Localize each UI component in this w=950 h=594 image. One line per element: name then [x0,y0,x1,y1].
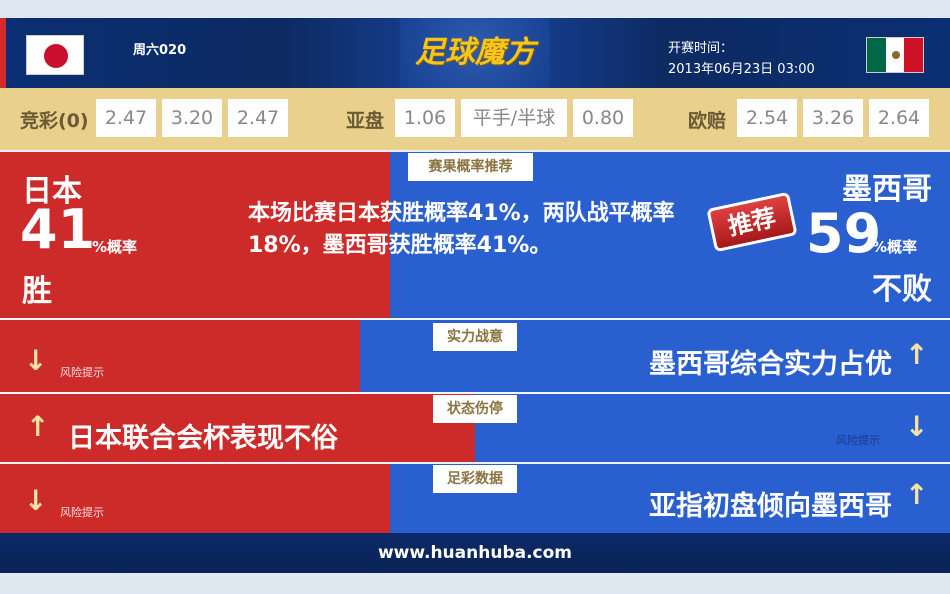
logo: 足球魔方 [400,18,550,88]
row2-insight: 日本联合会杯表现不俗 [68,423,338,454]
kickoff-time: 2013年06月23日 03:00 [668,62,815,77]
jingcai-label: 竞彩(0) [20,110,89,132]
kickoff-label: 开赛时间： [668,41,734,56]
jingcai-odd: 2.47 [96,99,156,137]
oupei-odd: 3.26 [803,99,863,137]
row3-left [0,464,390,533]
yapan-handicap: 平手/半球 [461,99,567,137]
risk-hint: 风险提示 [836,434,880,447]
arrow-down-icon: ↓ [905,410,929,443]
jingcai-odd: 3.20 [162,99,222,137]
jingcai-odd: 2.47 [228,99,288,137]
away-pct-unit: %概率 [872,238,918,256]
arrow-down-icon: ↓ [24,484,48,517]
match-number: 周六020 [133,43,187,58]
arrow-up-icon: ↑ [26,410,50,443]
row3-insight: 亚指初盘倾向墨西哥 [649,491,892,522]
arrow-down-icon: ↓ [24,344,48,377]
row2-right [475,394,950,462]
yapan-odd: 1.06 [395,99,455,137]
arrow-up-icon: ↑ [905,338,929,371]
oupei-label: 欧赔 [688,110,727,132]
home-pct: 41 [20,198,96,261]
away-result: 不败 [872,272,932,307]
lottery-tag: 足彩数据 [433,465,517,493]
home-pct-unit: %概率 [92,238,138,256]
footer-url[interactable]: www.huanhuba.com [0,533,950,573]
away-pct: 59 [806,202,882,265]
risk-hint: 风险提示 [60,366,104,379]
home-team: 日本 [22,174,82,209]
yapan-label: 亚盘 [346,110,385,132]
japan-flag-icon [26,35,84,75]
risk-hint: 风险提示 [60,506,104,519]
arrow-up-icon: ↑ [905,478,929,511]
row2-left [0,394,475,462]
prediction-summary: 本场比赛日本获胜概率41%，两队战平概率18%，墨西哥获胜概率41%。 [248,201,675,258]
home-panel [0,152,390,318]
row1-left [0,320,360,392]
row1-insight: 墨西哥综合实力占优 [649,349,892,380]
mexico-flag-icon [866,37,924,73]
strength-tag: 实力战意 [433,323,517,351]
away-team: 墨西哥 [842,172,932,207]
oupei-odd: 2.54 [737,99,797,137]
home-result: 胜 [22,274,52,309]
form-tag: 状态伤停 [433,395,517,423]
yapan-odd: 0.80 [573,99,633,137]
prediction-tag: 赛果概率推荐 [408,153,533,181]
oupei-odd: 2.64 [869,99,929,137]
red-strip [0,18,6,88]
